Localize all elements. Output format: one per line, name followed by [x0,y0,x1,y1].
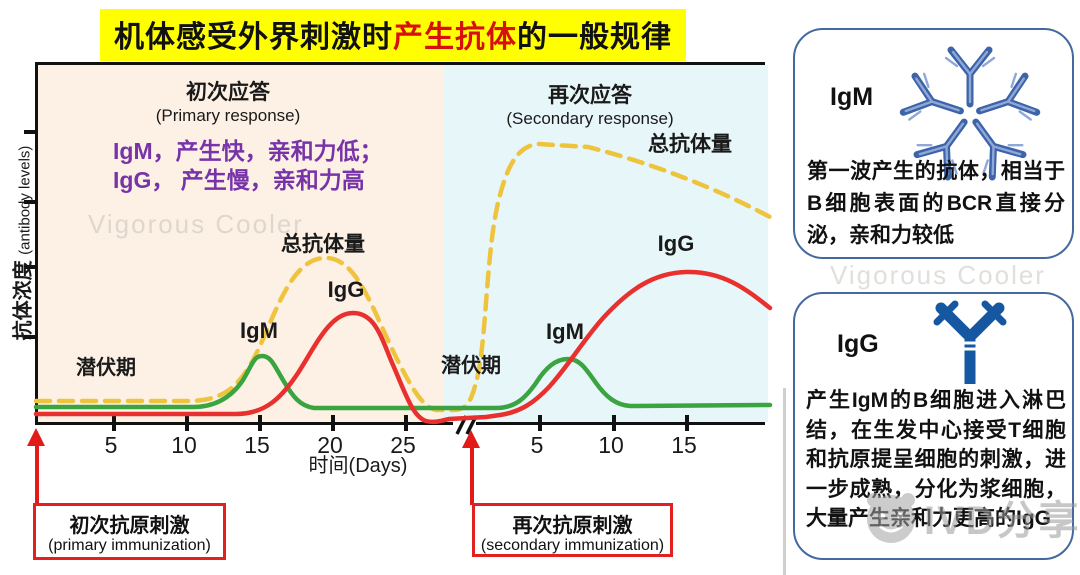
igg-panel-text: 产生IgM的B细胞进入淋巴结，在生发中心接受T细胞和抗原提呈细胞的刺激，进一步成… [806,389,1066,530]
arrow-shaft [34,445,39,505]
y-axis-label-zh: 抗体浓度 [12,260,35,341]
note-line-2: IgG， 产生慢，亲和力高 [113,167,365,194]
primary-response-header: 初次应答 (Primary response) [156,76,301,126]
secondary-response-region [443,65,768,422]
vertical-divider [783,388,786,575]
x-tick-label: 10 [171,432,197,458]
x-tick-label: 15 [671,432,697,458]
watermark-text: Vigorous Cooler [88,209,304,239]
y-axis-label: 抗体浓度 (antibody levels) [7,146,36,341]
watermark-library-text: IVD分享库 [924,499,1080,543]
igm-label-secondary: IgM [546,319,584,344]
primary-header-en: (Primary response) [155,106,301,125]
secondary-response-header: 再次应答 (Secondary response) [506,79,673,129]
igm-curve [33,353,773,411]
primary-immunization-box: 初次抗原刺激 (primary immunization) [33,503,226,560]
secondary-header-zh: 再次应答 [547,84,632,107]
secondary-immunization-zh: 再次抗原刺激 [512,515,633,537]
watermark-logo: IVD分享库 [862,488,1080,546]
y-axis-tick [24,265,35,269]
x-axis-ticks [112,415,689,431]
total-antibody-label-primary: 总抗体量 [281,233,365,256]
antibody-level-chart: Vigorous Cooler 初次应答 (Primary response) … [33,62,773,436]
watermark-text: Vigorous Cooler [830,260,1046,290]
secondary-immunization-box: 再次抗原刺激 (secondary immunization) [472,503,673,557]
y-axis-tick [24,335,35,339]
arrow-head-icon [462,430,480,448]
title-suffix: 的一般规律 [517,21,672,54]
igm-panel-label: IgM [830,83,874,111]
primary-response-region [38,65,443,422]
igg-panel-label: IgG [837,330,879,358]
x-tick-label: 15 [244,432,270,458]
igm-label-primary: IgM [240,318,278,343]
igm-igg-note: IgM，产生快，亲和力低； IgG， 产生慢，亲和力高 [113,137,383,196]
note-line-1: IgM，产生快，亲和力低； [113,138,383,164]
secondary-stimulus-arrow [462,430,481,505]
igm-info-panel: IgM [793,28,1074,259]
x-axis-title: 时间(Days) [308,455,408,477]
latent-period-label-primary: 潜伏期 [76,357,136,379]
primary-stimulus-arrow [27,428,46,505]
chart-curves [33,141,773,436]
secondary-header-en: (Secondary response) [506,109,674,128]
igg-label-secondary: IgG [657,231,695,256]
igg-label-primary: IgG [327,277,365,302]
igg-antibody-icon [915,296,1025,393]
primary-header-zh: 初次应答 [185,81,270,104]
secondary-immunization-en: (secondary immunization) [480,537,665,554]
igg-curve [33,269,773,425]
x-tick-label: 20 [317,432,343,458]
arrow-shaft [469,447,474,505]
igg-info-panel: IgG 产生IgM的B细胞进入淋巴结，在生发中心接受T细胞和抗原提呈细胞的刺激，… [793,292,1074,560]
page-title: 机体感受外界刺激时产生抗体的一般规律 [100,9,686,61]
x-tick-label: 5 [530,432,544,458]
title-highlight: 产生抗体 [393,21,517,54]
total-antibody-label-secondary: 总抗体量 [648,133,732,156]
title-prefix: 机体感受外界刺激时 [114,21,393,54]
x-tick-label: 5 [104,432,118,458]
igm-panel-text: 第一波产生的抗体，相当于B细胞表面的BCR直接分泌，亲和力较低 [807,160,1065,247]
latent-period-label-secondary: 潜伏期 [441,355,501,377]
primary-immunization-zh: 初次抗原刺激 [69,515,190,537]
x-tick-label: 10 [598,432,624,458]
arrow-head-icon [27,428,45,446]
y-axis-tick [24,200,35,204]
primary-immunization-en: (primary immunization) [48,537,211,554]
igm-pentamer-icon [895,34,1045,197]
y-axis-tick [24,130,35,134]
x-tick-label: 25 [390,432,416,458]
watermark-face-icon [867,493,915,543]
